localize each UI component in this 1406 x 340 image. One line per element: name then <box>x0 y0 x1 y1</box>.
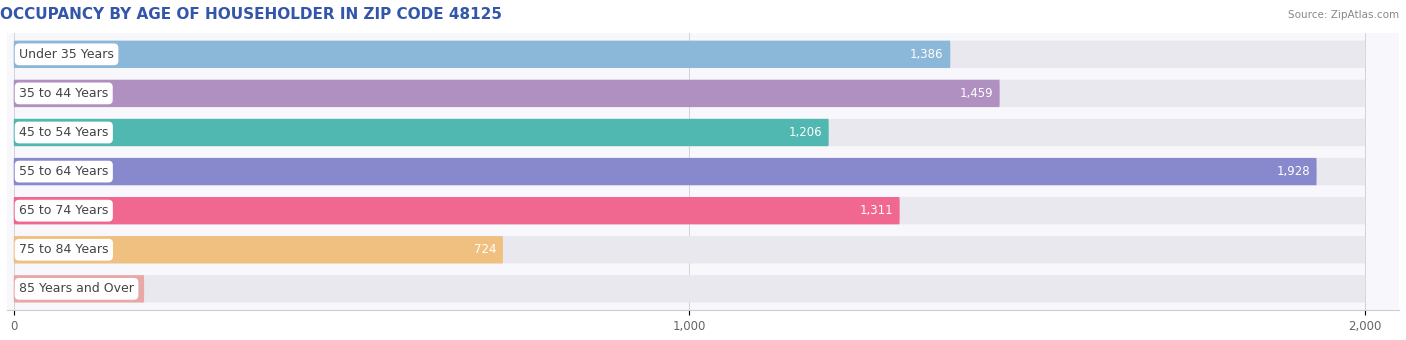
Text: 1,386: 1,386 <box>910 48 943 61</box>
FancyBboxPatch shape <box>14 119 828 146</box>
FancyBboxPatch shape <box>14 197 900 224</box>
FancyBboxPatch shape <box>14 119 1365 146</box>
Text: 193: 193 <box>115 282 138 295</box>
Text: 75 to 84 Years: 75 to 84 Years <box>20 243 108 256</box>
Text: Under 35 Years: Under 35 Years <box>20 48 114 61</box>
Text: 55 to 64 Years: 55 to 64 Years <box>20 165 108 178</box>
Text: 85 Years and Over: 85 Years and Over <box>20 282 134 295</box>
FancyBboxPatch shape <box>14 275 1365 303</box>
FancyBboxPatch shape <box>14 41 950 68</box>
FancyBboxPatch shape <box>14 80 1365 107</box>
Text: 65 to 74 Years: 65 to 74 Years <box>20 204 108 217</box>
Text: OCCUPANCY BY AGE OF HOUSEHOLDER IN ZIP CODE 48125: OCCUPANCY BY AGE OF HOUSEHOLDER IN ZIP C… <box>0 7 502 22</box>
FancyBboxPatch shape <box>14 158 1316 185</box>
FancyBboxPatch shape <box>14 41 1365 68</box>
Text: 1,459: 1,459 <box>959 87 993 100</box>
Text: 1,311: 1,311 <box>859 204 893 217</box>
FancyBboxPatch shape <box>14 158 1365 185</box>
Text: 45 to 54 Years: 45 to 54 Years <box>20 126 108 139</box>
FancyBboxPatch shape <box>14 236 1365 264</box>
Text: 724: 724 <box>474 243 496 256</box>
Text: 1,206: 1,206 <box>789 126 823 139</box>
FancyBboxPatch shape <box>14 236 503 264</box>
Text: 35 to 44 Years: 35 to 44 Years <box>20 87 108 100</box>
Text: Source: ZipAtlas.com: Source: ZipAtlas.com <box>1288 10 1399 20</box>
FancyBboxPatch shape <box>14 80 1000 107</box>
FancyBboxPatch shape <box>14 197 1365 224</box>
FancyBboxPatch shape <box>14 275 145 303</box>
Text: 1,928: 1,928 <box>1277 165 1310 178</box>
